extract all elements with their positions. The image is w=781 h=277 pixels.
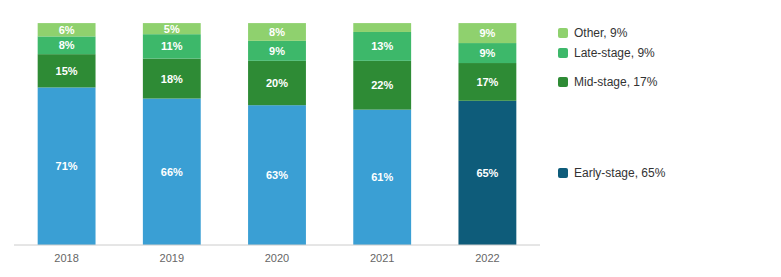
bar-segment — [143, 99, 201, 245]
x-tick-label: 2018 — [54, 252, 78, 264]
data-label: 63% — [266, 169, 288, 181]
bar-segment — [248, 105, 306, 245]
data-label: 22% — [371, 79, 393, 91]
legend-label: Late-stage, 9% — [574, 46, 655, 60]
bar-segment — [143, 59, 201, 99]
data-label: 66% — [161, 166, 183, 178]
chart-container: 71% 66% 63% 61% 65% 15% 18% 20% 22% 17% 8% 11% 9% 13%… — [0, 0, 781, 277]
bar-segment — [143, 34, 201, 58]
x-axis-line — [14, 245, 540, 246]
data-label: 9% — [479, 27, 495, 39]
legend-swatch — [558, 28, 568, 38]
data-label: 17% — [476, 76, 498, 88]
bar-segment — [353, 61, 411, 110]
bar-segment — [353, 110, 411, 245]
data-label: 9% — [269, 45, 285, 57]
data-label: 9% — [479, 47, 495, 59]
legend-swatch — [558, 77, 568, 87]
data-label: 8% — [269, 26, 285, 38]
legend-label: Other, 9% — [574, 26, 628, 40]
bar-segment — [248, 41, 306, 61]
bar-segment — [143, 23, 201, 34]
legend: Other, 9% Late-stage, 9% Mid-stage, 17% Ear… — [558, 26, 666, 180]
data-label: 8% — [59, 39, 75, 51]
data-label: 15% — [56, 65, 78, 77]
bar-segment — [38, 36, 96, 54]
bar-segment — [458, 23, 516, 43]
x-tick-label: 2021 — [370, 252, 394, 264]
x-tick-label: 2020 — [265, 252, 289, 264]
chart-svg: 71% 66% 63% 61% 65% 15% 18% 20% 22% 17% 8% 11% 9% 13%… — [0, 0, 781, 277]
bar-segment — [458, 43, 516, 63]
data-label: 13% — [371, 40, 393, 52]
data-labels: 71% 66% 63% 61% 65% 15% 18% 20% 22% 17% 8% 11% 9% 13%… — [56, 23, 499, 184]
bar-segment — [38, 23, 96, 36]
data-label: 5% — [164, 23, 180, 35]
bar-segment — [458, 63, 516, 101]
x-tick-label: 2019 — [160, 252, 184, 264]
data-label: 71% — [56, 160, 78, 172]
legend-label: Early-stage, 65% — [574, 166, 666, 180]
legend-swatch — [558, 168, 568, 178]
data-label: 20% — [266, 77, 288, 89]
legend-label: Mid-stage, 17% — [574, 75, 658, 89]
data-label: 65% — [476, 167, 498, 179]
bar-segment — [38, 54, 96, 87]
legend-swatch — [558, 48, 568, 58]
data-label: 18% — [161, 73, 183, 85]
x-tick-label: 2022 — [475, 252, 499, 264]
bar-segment — [248, 23, 306, 41]
bars — [38, 23, 517, 245]
x-tick-labels: 2018 2019 2020 2021 2022 — [54, 252, 499, 264]
data-label: 6% — [59, 24, 75, 36]
bar-segment — [353, 32, 411, 61]
bar-segment — [38, 87, 96, 245]
bar-segment — [248, 61, 306, 105]
bar-segment — [353, 23, 411, 32]
bar-segment — [458, 101, 516, 245]
data-label: 11% — [161, 40, 183, 52]
data-label: 61% — [371, 171, 393, 183]
